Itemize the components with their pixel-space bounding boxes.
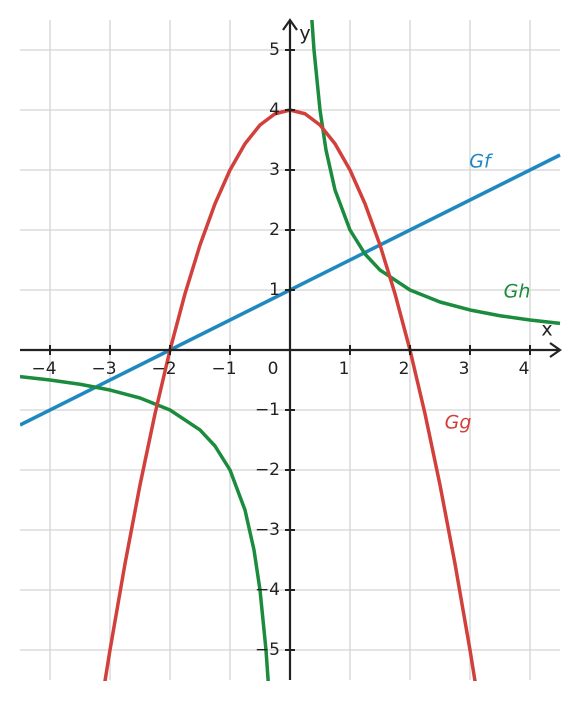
x-tick-label: 2 (399, 359, 410, 379)
y-tick-label: 3 (269, 160, 280, 180)
x-tick-label: −3 (91, 359, 116, 379)
x-tick-label: 0 (268, 359, 279, 379)
x-tick-label: −4 (31, 359, 56, 379)
y-tick-label: −1 (255, 400, 280, 420)
curve-label: Gg (445, 412, 472, 434)
x-axis-label: x (541, 319, 552, 341)
x-tick-label: 1 (339, 359, 350, 379)
y-tick-label: −4 (255, 580, 280, 600)
y-tick-label: 1 (269, 280, 280, 300)
curve-label: Gh (504, 281, 531, 303)
y-axis-label: y (299, 23, 310, 45)
y-tick-label: −5 (255, 640, 280, 660)
y-tick-label: 4 (269, 100, 280, 120)
x-tick-label: 4 (519, 359, 530, 379)
y-tick-label: 5 (269, 40, 280, 60)
y-tick-label: −3 (255, 520, 280, 540)
curve-label: Gf (469, 151, 494, 173)
x-tick-label: 3 (459, 359, 470, 379)
y-tick-label: −2 (255, 460, 280, 480)
x-tick-label: −1 (211, 359, 236, 379)
x-arrow (549, 342, 562, 358)
curve (20, 20, 561, 681)
y-arrow (282, 18, 298, 31)
y-tick-label: 2 (269, 220, 280, 240)
axes: −4 −3 −2 −1 0 1 2 3 4 −5 −4 −3 −2 −1 1 2 3 4 5 x y Gf Gh Gg (20, 18, 562, 680)
x-tick-label: −2 (151, 359, 176, 379)
